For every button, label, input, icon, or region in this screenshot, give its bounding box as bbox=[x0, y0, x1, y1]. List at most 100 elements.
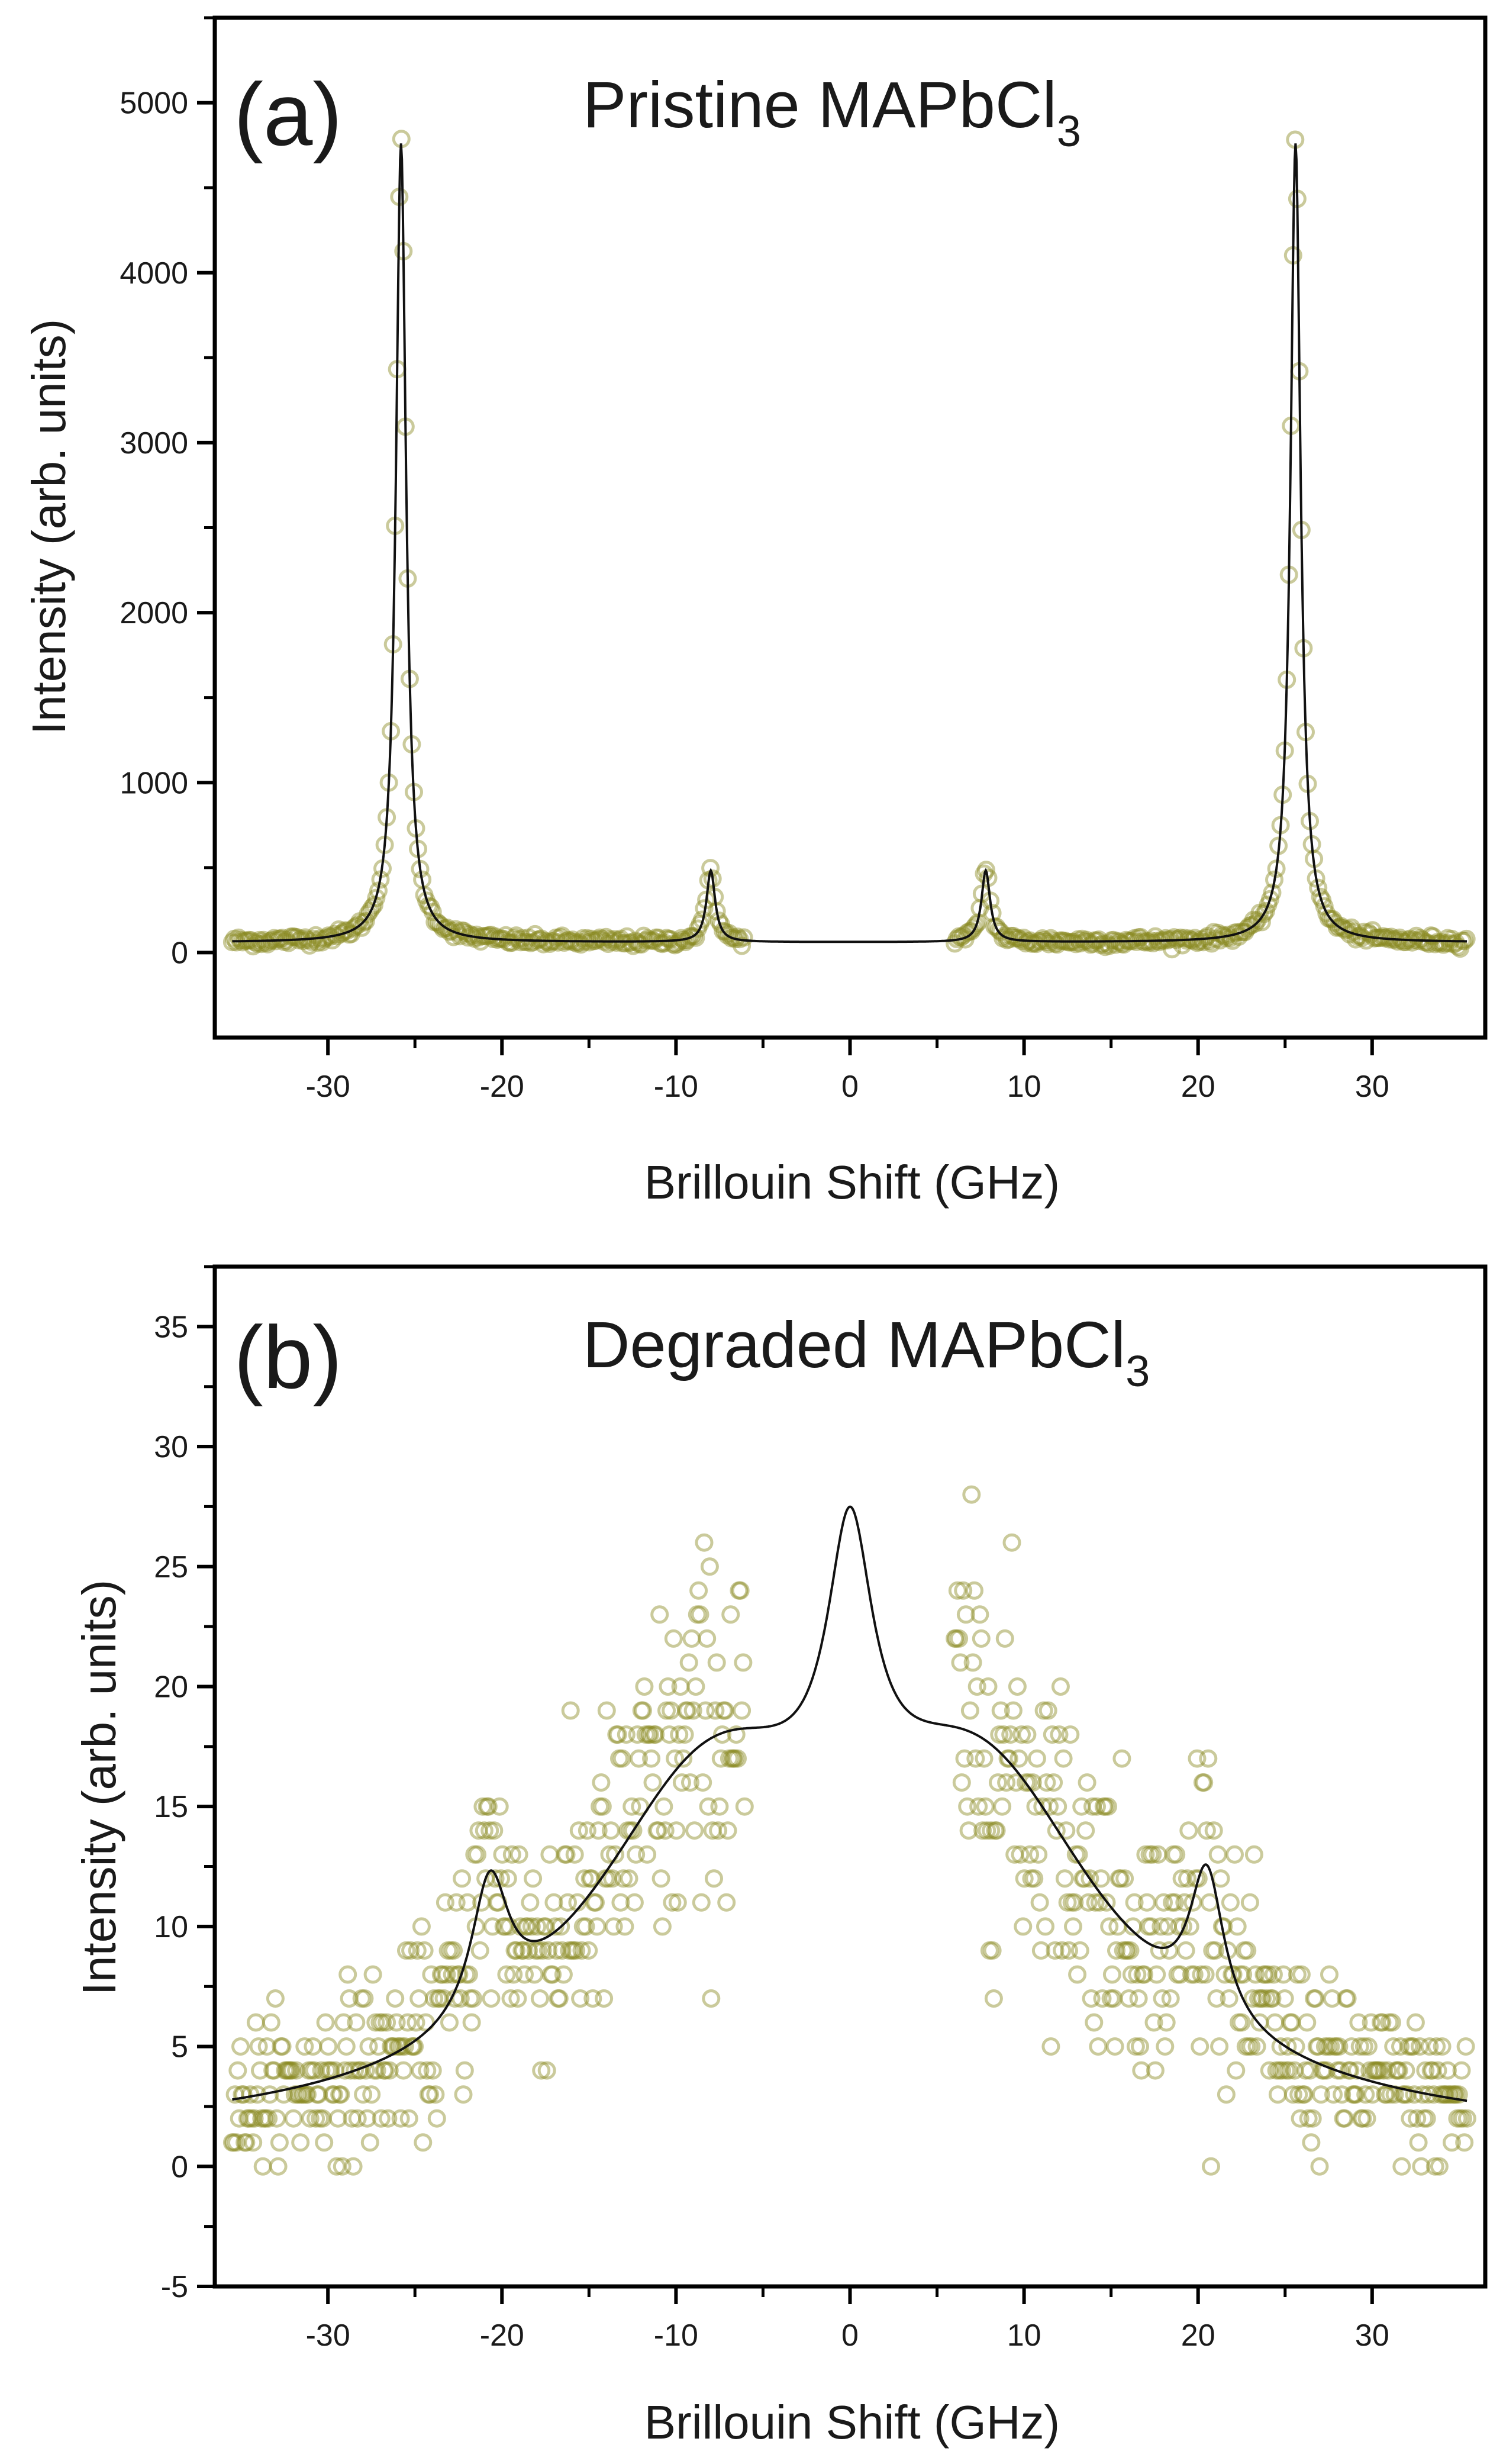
data-point bbox=[1430, 934, 1449, 953]
data-point bbox=[728, 1749, 747, 1768]
data-point bbox=[1236, 923, 1254, 942]
data-point bbox=[1173, 936, 1192, 955]
y-tick-label-b-6: 25 bbox=[154, 1550, 188, 1584]
data-point bbox=[1277, 2061, 1295, 2080]
data-point bbox=[986, 1821, 1005, 1840]
data-point bbox=[642, 1749, 661, 1768]
data-point bbox=[308, 933, 327, 952]
data-point bbox=[1378, 2061, 1397, 2080]
data-point bbox=[1129, 928, 1148, 947]
data-point bbox=[1334, 2109, 1353, 2128]
data-point bbox=[982, 1821, 1001, 1840]
data-point bbox=[1129, 1989, 1148, 2008]
panel-title-b: Degraded MAPbCl3 bbox=[583, 1309, 1150, 1396]
data-point bbox=[1377, 2085, 1396, 2104]
data-point bbox=[638, 1845, 657, 1864]
data-point bbox=[1440, 2085, 1459, 2104]
data-point bbox=[252, 935, 271, 954]
chart-panel-b: -30 -20 -10 0 10 20 30 -5 0 5 10 15 20 25 30 35 (b) De… bbox=[73, 1264, 1488, 2449]
data-point bbox=[963, 1653, 982, 1672]
data-point bbox=[1235, 1941, 1254, 1960]
data-point bbox=[1135, 1965, 1153, 1984]
data-point bbox=[1271, 2037, 1290, 2056]
data-point bbox=[1428, 2061, 1447, 2080]
data-point bbox=[1208, 923, 1227, 942]
data-point bbox=[1088, 1797, 1106, 1816]
data-point bbox=[1264, 1965, 1283, 1984]
data-point bbox=[1165, 1893, 1184, 1912]
y-tick-label-b-2: 5 bbox=[171, 2030, 188, 2064]
data-point bbox=[620, 1869, 638, 1888]
x-tick-label-a-2: -10 bbox=[654, 1070, 698, 1104]
data-point bbox=[1330, 917, 1349, 936]
data-point bbox=[513, 929, 532, 948]
data-point bbox=[533, 1941, 552, 1960]
data-point bbox=[1141, 1917, 1160, 1936]
data-point bbox=[1401, 2109, 1420, 2128]
data-point bbox=[525, 925, 544, 943]
data-point bbox=[419, 896, 438, 915]
data-point bbox=[1390, 928, 1409, 947]
data-point bbox=[256, 933, 275, 952]
data-point bbox=[354, 913, 373, 932]
data-point bbox=[1171, 928, 1190, 947]
data-point bbox=[715, 922, 734, 941]
data-point bbox=[1100, 1917, 1119, 1936]
data-point bbox=[1046, 934, 1065, 953]
panel-title-a-main: Pristine MAPbCl bbox=[583, 69, 1057, 141]
data-point bbox=[1344, 2085, 1362, 2104]
data-point bbox=[1334, 919, 1353, 938]
data-point bbox=[515, 932, 534, 951]
data-point bbox=[611, 1893, 630, 1912]
data-point bbox=[1353, 2109, 1372, 2128]
data-point bbox=[1200, 932, 1219, 951]
x-tick-label-b-4: 10 bbox=[1007, 2318, 1041, 2353]
data-point bbox=[987, 1821, 1006, 1840]
data-point bbox=[225, 929, 244, 948]
data-point bbox=[721, 1605, 740, 1624]
data-point bbox=[630, 1749, 648, 1768]
data-point bbox=[1001, 1725, 1020, 1744]
panel-title-b-subscript: 3 bbox=[1125, 1347, 1150, 1396]
data-point bbox=[1058, 1893, 1077, 1912]
data-point bbox=[725, 1749, 744, 1768]
data-point bbox=[635, 1677, 654, 1696]
x-tick-label-b-5: 20 bbox=[1181, 2318, 1215, 2353]
data-point bbox=[522, 1917, 541, 1936]
data-point bbox=[956, 1605, 975, 1624]
data-point bbox=[434, 919, 453, 938]
data-point bbox=[1252, 913, 1271, 932]
data-point bbox=[592, 930, 611, 949]
data-point bbox=[676, 1701, 695, 1720]
data-point bbox=[1211, 1869, 1230, 1888]
data-point bbox=[1327, 918, 1346, 937]
x-tick-label-b-0: -30 bbox=[306, 2318, 350, 2353]
data-point bbox=[623, 1797, 641, 1816]
data-point bbox=[1096, 1797, 1115, 1816]
data-point bbox=[449, 923, 467, 942]
data-point bbox=[1318, 2037, 1337, 2056]
data-point bbox=[1234, 1965, 1253, 1984]
data-point bbox=[583, 1989, 602, 2008]
data-point bbox=[950, 1629, 969, 1648]
data-point bbox=[617, 1725, 636, 1744]
data-point bbox=[1153, 1989, 1172, 2008]
data-point bbox=[331, 2085, 350, 2104]
data-point bbox=[585, 1893, 604, 1912]
data-point bbox=[1131, 927, 1150, 946]
data-point bbox=[700, 1557, 719, 1576]
data-point bbox=[678, 1701, 697, 1720]
data-point bbox=[1359, 923, 1378, 942]
panel-title-a: Pristine MAPbCl3 bbox=[583, 69, 1081, 156]
data-point bbox=[1453, 2109, 1472, 2128]
data-point bbox=[1267, 2061, 1286, 2080]
data-point bbox=[683, 1701, 702, 1720]
data-point bbox=[1046, 1941, 1065, 1960]
data-point bbox=[659, 1677, 678, 1696]
data-point bbox=[521, 1893, 540, 1912]
data-point bbox=[1137, 1893, 1156, 1912]
data-point bbox=[1315, 897, 1334, 916]
data-point bbox=[251, 2061, 269, 2080]
data-point bbox=[688, 1605, 707, 1624]
data-point bbox=[973, 1821, 992, 1840]
